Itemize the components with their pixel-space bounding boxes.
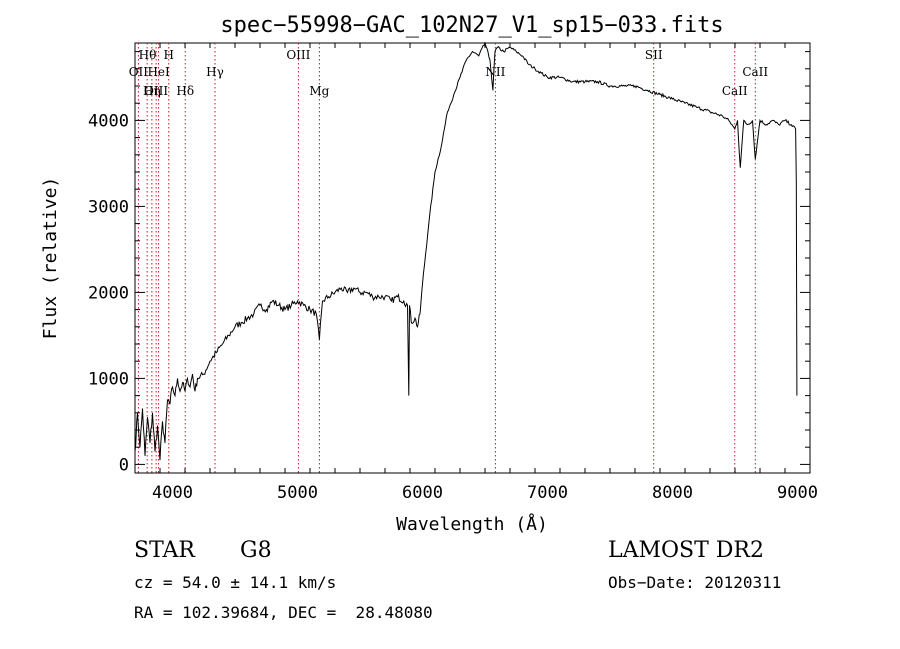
object-subclass: G8 (240, 538, 272, 563)
y-tick-label: 2000 (88, 283, 129, 303)
spectral-line-label: CaII (742, 65, 768, 79)
x-tick-label: 4000 (152, 483, 193, 503)
y-tick-label: 1000 (88, 369, 129, 389)
spectral-line-label: Mg (309, 84, 329, 98)
spectral-line-label: OIII (144, 84, 168, 98)
spectral-line-label: OIII (286, 48, 310, 62)
chart-title: spec−55998−GAC_102N27_V1_sp15−033.fits (220, 13, 723, 38)
object-class: STAR (134, 538, 195, 563)
y-tick-label: 3000 (88, 197, 129, 217)
x-tick-label: 8000 (652, 483, 693, 503)
y-tick-label: 0 (119, 455, 129, 475)
plot-area: 4000 5000 6000 7000 8000 9000 0 1000 2000 3000 400… (88, 41, 818, 503)
x-tick-label: 5000 (277, 483, 318, 503)
spectral-line-label: Hδ (176, 84, 194, 98)
y-axis-label: Flux (relative) (40, 177, 61, 340)
spectral-line-label: Hγ (206, 65, 224, 79)
spectral-line-label: CaII (722, 84, 748, 98)
spectral-line-label: OII (129, 65, 149, 79)
spectral-line-label: Hη (143, 84, 161, 98)
spectrum-line (134, 41, 798, 461)
spectral-line-label: NII (485, 65, 505, 79)
y-tick-label: 4000 (88, 111, 129, 131)
observation-date: Obs−Date: 20120311 (608, 573, 782, 592)
spectral-line-label: HeI (147, 65, 170, 79)
x-tick-label: 9000 (777, 483, 818, 503)
x-tick-label: 6000 (402, 483, 443, 503)
redshift-cz: cz = 54.0 ± 14.1 km/s (134, 573, 337, 592)
x-tick-label: 7000 (527, 483, 568, 503)
ra-dec: RA = 102.39684, DEC = 28.48080 (134, 603, 433, 622)
spectral-line-label: H (164, 48, 174, 62)
spectral-line-label: Hθ (139, 48, 157, 62)
survey-name: LAMOST DR2 (608, 538, 764, 563)
x-axis-label: Wavelength (Å) (396, 513, 548, 535)
plot-frame (134, 42, 811, 474)
spectral-line-label: SII (645, 48, 663, 62)
